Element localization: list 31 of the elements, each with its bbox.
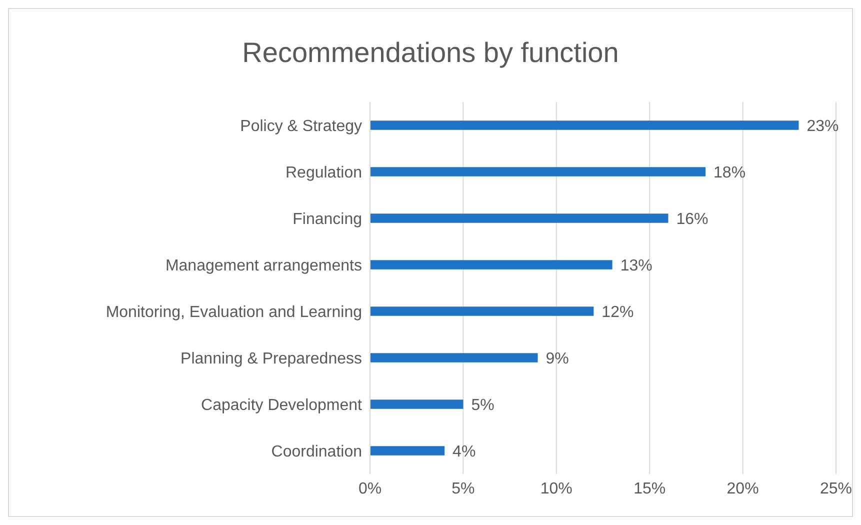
- y-tick-label: Capacity Development: [201, 396, 363, 414]
- data-label: 12%: [602, 304, 634, 321]
- y-tick-label: Regulation: [286, 164, 362, 182]
- data-label: 5%: [471, 396, 494, 414]
- bar: [370, 260, 612, 270]
- bar: [370, 353, 538, 362]
- y-tick-label: Monitoring, Evaluation and Learning: [106, 304, 362, 321]
- bar: [370, 400, 464, 409]
- y-tick-label: Planning & Preparedness: [180, 350, 362, 368]
- x-tick-label: 15%: [634, 480, 666, 498]
- chart-title: Recommendations by function: [241, 37, 620, 69]
- x-tick-label: 10%: [540, 480, 572, 498]
- data-label: 4%: [452, 443, 476, 460]
- x-tick-label: 25%: [820, 480, 852, 498]
- data-label: 13%: [620, 257, 652, 274]
- x-tick-label: 0%: [358, 480, 382, 498]
- data-label: 9%: [546, 350, 569, 368]
- data-label: 16%: [676, 210, 708, 228]
- y-tick-label: Policy & Strategy: [240, 118, 362, 135]
- bar: [370, 214, 668, 223]
- data-label: 18%: [714, 164, 746, 182]
- y-tick-label: Management arrangements: [165, 257, 362, 274]
- bar: [370, 446, 445, 456]
- bar: [370, 167, 706, 176]
- x-tick-label: 20%: [726, 480, 759, 498]
- y-tick-label: Financing: [292, 210, 362, 228]
- x-tick-label: 5%: [452, 480, 475, 498]
- bar: [370, 120, 799, 130]
- y-tick-label: Coordination: [271, 443, 362, 460]
- bar: [370, 306, 594, 316]
- data-label: 23%: [806, 118, 839, 135]
